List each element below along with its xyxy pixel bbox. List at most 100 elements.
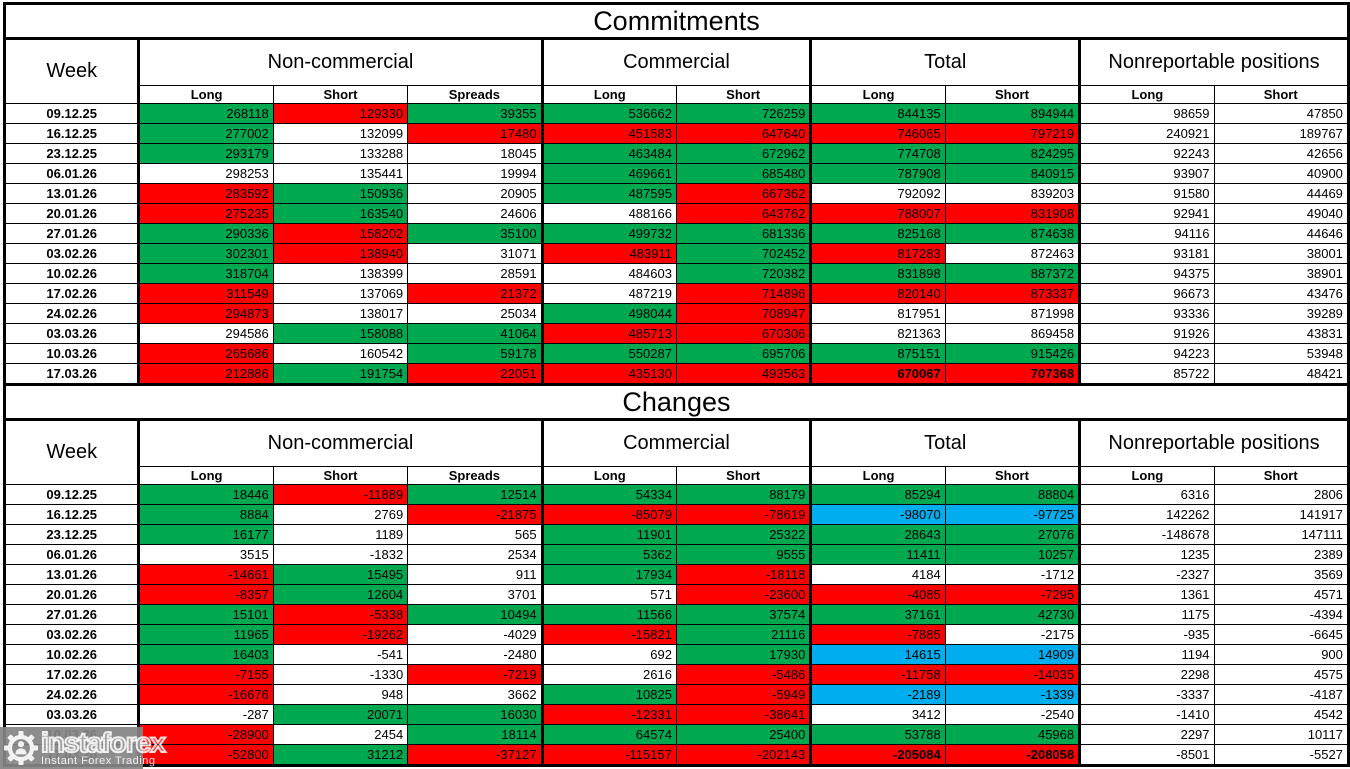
week-cell: 03.03.26 <box>3 323 140 344</box>
data-row: 13.01.26 -14661 15495 911 17934 -18118 4184 -17… <box>3 564 1349 585</box>
value-cell: 485713 <box>540 323 677 344</box>
value-cell: 797219 <box>944 123 1081 144</box>
watermark-brand: instaforex <box>40 727 167 758</box>
group-header-nonreportable: Nonreportable positions <box>1078 419 1349 467</box>
value-cell: 283592 <box>137 183 274 204</box>
value-cell: -208058 <box>944 744 1081 766</box>
value-cell: 94116 <box>1078 223 1215 244</box>
value-cell: 708947 <box>675 303 812 324</box>
col-header-nr-long: Long <box>1078 85 1215 104</box>
value-cell: 294586 <box>137 323 274 344</box>
table-title-changes: Changes <box>4 384 1349 421</box>
value-cell: 91580 <box>1078 183 1215 204</box>
value-cell: 25034 <box>407 303 543 324</box>
data-row: 10.02.26 16403 -541 -2480 692 17930 14615 14909… <box>3 644 1349 665</box>
value-cell: 817951 <box>809 303 946 324</box>
value-cell: 1194 <box>1078 644 1215 665</box>
value-cell: 550287 <box>540 343 677 364</box>
value-cell: -6645 <box>1213 624 1349 645</box>
value-cell: 43476 <box>1213 283 1349 304</box>
data-row: 03.03.26 294586 158088 41064 485713 670306 821… <box>3 323 1349 344</box>
value-cell: 15495 <box>272 564 409 585</box>
value-cell: -2189 <box>809 684 946 705</box>
value-cell: 88804 <box>944 484 1081 505</box>
data-row: 16.12.25 8884 2769 -21875 -85079 -78619 -98070… <box>3 504 1349 525</box>
col-header-nr-short: Short <box>1213 85 1349 104</box>
value-cell: -4187 <box>1213 684 1349 705</box>
week-cell: 10.02.26 <box>3 644 140 665</box>
week-column-header: Week <box>3 419 140 485</box>
value-cell: 670306 <box>675 323 812 344</box>
value-cell: 49040 <box>1213 203 1349 224</box>
value-cell: 98659 <box>1078 103 1215 124</box>
value-cell: 42730 <box>944 604 1081 625</box>
value-cell: 4575 <box>1213 664 1349 685</box>
week-cell: 03.02.26 <box>3 624 140 645</box>
value-cell: -23600 <box>675 584 812 605</box>
value-cell: -7219 <box>407 664 543 685</box>
value-cell: 911 <box>407 564 543 585</box>
data-row: 09.12.25 268118 129330 39355 536662 726259 844… <box>3 103 1349 124</box>
value-cell: 19994 <box>407 163 543 184</box>
group-header-commercial: Commercial <box>540 38 812 86</box>
value-cell: 93336 <box>1078 303 1215 324</box>
value-cell: -5949 <box>675 684 812 705</box>
week-cell: 06.01.26 <box>3 544 140 565</box>
value-cell: 44469 <box>1213 183 1349 204</box>
week-cell: 17.03.26 <box>3 363 140 385</box>
value-cell: 536662 <box>540 103 677 124</box>
data-row: 27.01.26 290336 158202 35100 499732 681336 825… <box>3 223 1349 244</box>
value-cell: 874638 <box>944 223 1081 244</box>
value-cell: 44646 <box>1213 223 1349 244</box>
value-cell: 647640 <box>675 123 812 144</box>
value-cell: 469661 <box>540 163 677 184</box>
value-cell: 302301 <box>137 243 274 264</box>
value-cell: 487595 <box>540 183 677 204</box>
value-cell: 487219 <box>540 283 677 304</box>
value-cell: 4184 <box>809 564 946 585</box>
value-cell: -115157 <box>540 744 677 766</box>
title-row: Changes <box>4 384 1349 421</box>
value-cell: 17930 <box>675 644 812 665</box>
value-cell: 93181 <box>1078 243 1215 264</box>
value-cell: -2327 <box>1078 564 1215 585</box>
value-cell: -935 <box>1078 624 1215 645</box>
data-row: 20.01.26 -8357 12604 3701 571 -23600 -4085 -729… <box>3 584 1349 605</box>
value-cell: -1339 <box>944 684 1081 705</box>
value-cell: 869458 <box>944 323 1081 344</box>
commitments-body: 09.12.25 268118 129330 39355 536662 726259 844… <box>3 103 1349 385</box>
data-row: 24.02.26 294873 138017 25034 498044 708947 817… <box>3 303 1349 324</box>
week-cell: 20.01.26 <box>3 584 140 605</box>
value-cell: 39355 <box>407 103 543 124</box>
value-cell: 290336 <box>137 223 274 244</box>
value-cell: 871998 <box>944 303 1081 324</box>
value-cell: 900 <box>1213 644 1349 665</box>
week-cell: 23.12.25 <box>3 143 140 164</box>
value-cell: 147111 <box>1213 524 1349 545</box>
value-cell: 670067 <box>809 363 946 385</box>
value-cell: 11901 <box>540 524 677 545</box>
value-cell: -2175 <box>944 624 1081 645</box>
value-cell: 277002 <box>137 123 274 144</box>
value-cell: 158088 <box>272 323 409 344</box>
value-cell: 21116 <box>675 624 812 645</box>
data-row: 06.01.26 298253 135441 19994 469661 685480 787… <box>3 163 1349 184</box>
col-header-c-short: Short <box>675 466 812 485</box>
value-cell: 17480 <box>407 123 543 144</box>
value-cell: 42656 <box>1213 143 1349 164</box>
value-cell: 571 <box>540 584 677 605</box>
week-cell: 16.12.25 <box>3 123 140 144</box>
value-cell: 787908 <box>809 163 946 184</box>
value-cell: 93907 <box>1078 163 1215 184</box>
value-cell: 2389 <box>1213 544 1349 565</box>
data-row: 24.02.26 -16676 948 3662 10825 -5949 -2189 -133… <box>3 684 1349 705</box>
value-cell: 38901 <box>1213 263 1349 284</box>
week-cell: 24.02.26 <box>3 303 140 324</box>
group-header-total: Total <box>809 38 1081 86</box>
value-cell: 6316 <box>1078 484 1215 505</box>
col-header-nc-short: Short <box>272 85 409 104</box>
value-cell: -14661 <box>137 564 274 585</box>
col-header-t-short: Short <box>944 466 1081 485</box>
col-header-c-short: Short <box>675 85 812 104</box>
value-cell: -5486 <box>675 664 812 685</box>
